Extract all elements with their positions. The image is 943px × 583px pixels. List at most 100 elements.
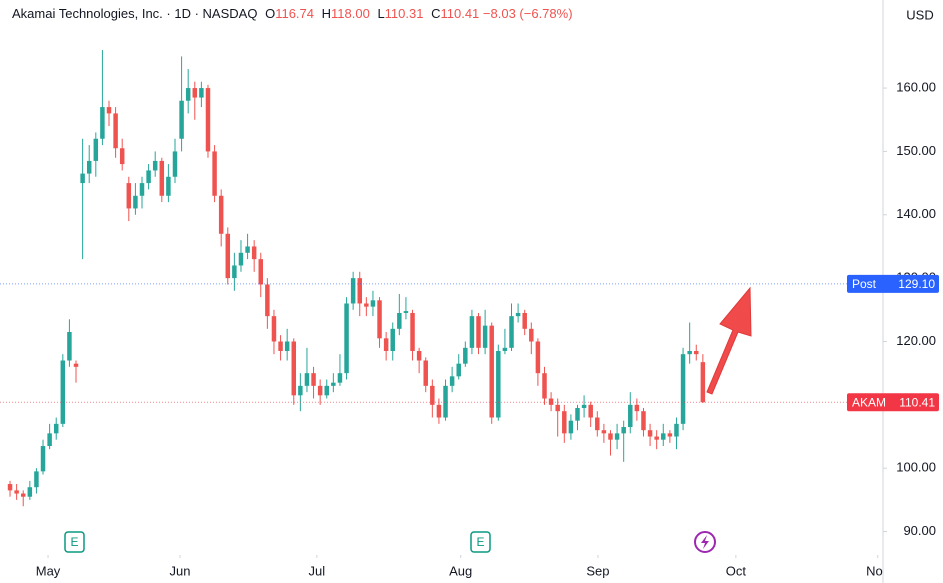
y-tick-label: 150.00: [896, 143, 936, 158]
candle-body: [238, 252, 244, 266]
candle-body: [496, 350, 501, 418]
candle-body: [337, 373, 343, 383]
candle-body: [674, 423, 679, 437]
candle-body: [694, 350, 699, 355]
y-tick-label: 120.00: [896, 333, 936, 348]
x-tick-label: Oct: [726, 563, 747, 578]
candle-body: [502, 347, 508, 351]
candle-body: [146, 170, 151, 184]
candle-body: [172, 151, 178, 177]
y-tick-label: 90.00: [903, 523, 936, 538]
candle-body: [185, 88, 191, 101]
candle-body: [199, 88, 204, 98]
y-tick-label: 100.00: [896, 460, 936, 475]
candle-body: [614, 433, 620, 440]
news-icon: [694, 531, 716, 553]
axis-unit: USD: [906, 7, 933, 22]
candle-body: [278, 341, 283, 351]
candle-body: [654, 436, 659, 440]
candle-body: [403, 311, 409, 313]
candle-body: [192, 88, 198, 98]
candle-body: [542, 373, 547, 399]
icon-bolt: [701, 535, 709, 549]
candle-body: [7, 484, 13, 491]
ohlc-value: 110.31: [384, 6, 424, 21]
marker-box: [64, 531, 85, 553]
candle-body: [34, 471, 39, 488]
candle-body: [133, 195, 138, 209]
candle-body: [436, 404, 442, 418]
candle-body: [555, 404, 560, 412]
candle-body: [205, 88, 211, 152]
candle-body: [119, 148, 125, 165]
candle-body: [218, 195, 224, 234]
candle-body: [67, 331, 72, 361]
candle-body: [40, 446, 46, 472]
candle-body: [456, 363, 461, 377]
annotation-arrow: [706, 286, 752, 395]
candle-body: [304, 373, 310, 386]
badge-bg: [847, 274, 939, 293]
ohlc-value: 110.41: [440, 6, 480, 21]
candle-body: [152, 160, 158, 171]
candle-body: [489, 325, 494, 418]
candle-body: [608, 433, 613, 440]
candle-body: [529, 328, 534, 342]
candle-body: [331, 382, 336, 386]
candle-body: [548, 398, 554, 405]
ohlc-key: L: [377, 6, 385, 21]
x-tick-label: Jul: [309, 563, 326, 578]
candle-body: [410, 312, 415, 351]
price-badge: AKAM 110.41: [847, 393, 939, 412]
candle-body: [232, 265, 237, 279]
y-tick-label: 160.00: [896, 80, 936, 95]
candle-body: [377, 300, 382, 339]
badge-value: 129.10: [898, 277, 935, 291]
candle-body: [245, 246, 250, 253]
candle-body: [27, 487, 33, 497]
ohlc-key: C: [431, 6, 441, 21]
candle-body: [522, 312, 527, 329]
candle-body: [93, 138, 99, 161]
candle-body: [680, 354, 686, 424]
candle-body: [179, 100, 184, 139]
candle-body: [416, 350, 422, 361]
x-tick-label: Jun: [170, 563, 191, 578]
candle-body: [383, 338, 389, 351]
candle-body: [449, 376, 455, 386]
candle-body: [463, 347, 468, 364]
badge-value: 110.41: [899, 395, 935, 409]
chart-header: Akamai Technologies, Inc. · 1D · NASDAQ …: [12, 6, 573, 21]
candle-body: [661, 433, 666, 440]
candle-body: [641, 411, 646, 431]
candle-body: [106, 107, 112, 114]
ohlc-key: H: [321, 6, 332, 21]
x-tick-label: May: [36, 563, 61, 578]
marker-label: E: [70, 535, 78, 549]
candle-body: [595, 417, 600, 431]
badge-name: AKAM: [852, 395, 886, 409]
candle-body: [60, 360, 66, 424]
candle-body: [324, 385, 329, 396]
change: −8.03 (−6.78%): [482, 6, 573, 21]
candle-body: [390, 328, 395, 351]
candle-body: [212, 151, 217, 196]
candle-body: [139, 183, 145, 196]
candle-body: [509, 316, 514, 348]
candle-body: [73, 363, 79, 367]
candle-body: [113, 113, 118, 149]
x-tick-label: Aug: [449, 563, 472, 578]
candle-body: [700, 362, 706, 403]
candle-body: [647, 430, 653, 437]
candle-body: [53, 423, 59, 434]
candle-body: [364, 303, 369, 307]
candle-body: [575, 408, 580, 421]
candle-body: [588, 404, 593, 418]
candle-body: [271, 316, 277, 342]
candle-body: [265, 284, 270, 317]
marker-box: [470, 531, 491, 553]
candle-body: [251, 246, 257, 260]
candle-body: [430, 385, 435, 405]
